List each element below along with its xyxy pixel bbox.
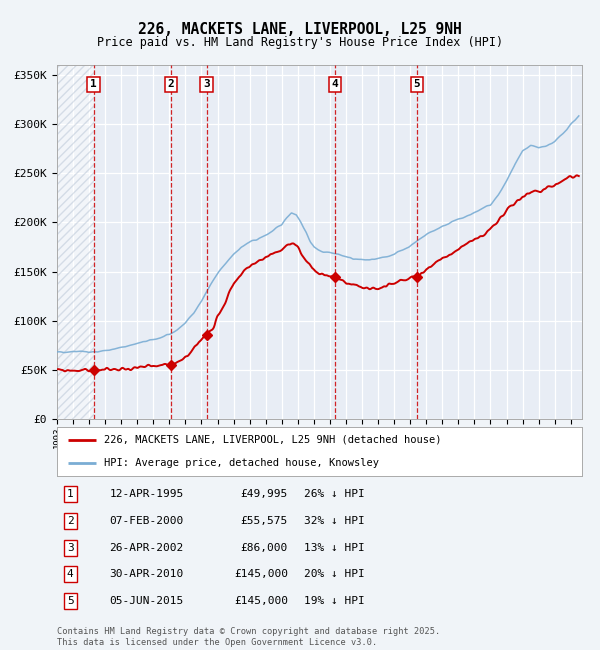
Text: Contains HM Land Registry data © Crown copyright and database right 2025.
This d: Contains HM Land Registry data © Crown c…: [57, 627, 440, 647]
Text: 2: 2: [67, 516, 74, 526]
Text: 3: 3: [203, 79, 210, 90]
Bar: [57, 65, 94, 419]
Text: 2: 2: [167, 79, 175, 90]
Text: Price paid vs. HM Land Registry's House Price Index (HPI): Price paid vs. HM Land Registry's House …: [97, 36, 503, 49]
Text: 13% ↓ HPI: 13% ↓ HPI: [304, 543, 365, 552]
Text: 32% ↓ HPI: 32% ↓ HPI: [304, 516, 365, 526]
Text: £145,000: £145,000: [234, 569, 288, 579]
Text: HPI: Average price, detached house, Knowsley: HPI: Average price, detached house, Know…: [104, 458, 379, 468]
Text: 4: 4: [332, 79, 338, 90]
Text: 20% ↓ HPI: 20% ↓ HPI: [304, 569, 365, 579]
Text: 30-APR-2010: 30-APR-2010: [110, 569, 184, 579]
Text: 26% ↓ HPI: 26% ↓ HPI: [304, 489, 365, 499]
Text: £49,995: £49,995: [241, 489, 288, 499]
Text: 5: 5: [67, 596, 74, 606]
Text: 226, MACKETS LANE, LIVERPOOL, L25 9NH (detached house): 226, MACKETS LANE, LIVERPOOL, L25 9NH (d…: [104, 435, 442, 445]
Text: 19% ↓ HPI: 19% ↓ HPI: [304, 596, 365, 606]
Text: 5: 5: [414, 79, 421, 90]
Text: £86,000: £86,000: [241, 543, 288, 552]
Text: £145,000: £145,000: [234, 596, 288, 606]
Text: 1: 1: [67, 489, 74, 499]
Text: 3: 3: [67, 543, 74, 552]
Text: 4: 4: [67, 569, 74, 579]
Text: £55,575: £55,575: [241, 516, 288, 526]
Text: 26-APR-2002: 26-APR-2002: [110, 543, 184, 552]
Text: 226, MACKETS LANE, LIVERPOOL, L25 9NH: 226, MACKETS LANE, LIVERPOOL, L25 9NH: [138, 21, 462, 37]
Text: 12-APR-1995: 12-APR-1995: [110, 489, 184, 499]
Text: 07-FEB-2000: 07-FEB-2000: [110, 516, 184, 526]
Text: 05-JUN-2015: 05-JUN-2015: [110, 596, 184, 606]
Text: 1: 1: [90, 79, 97, 90]
